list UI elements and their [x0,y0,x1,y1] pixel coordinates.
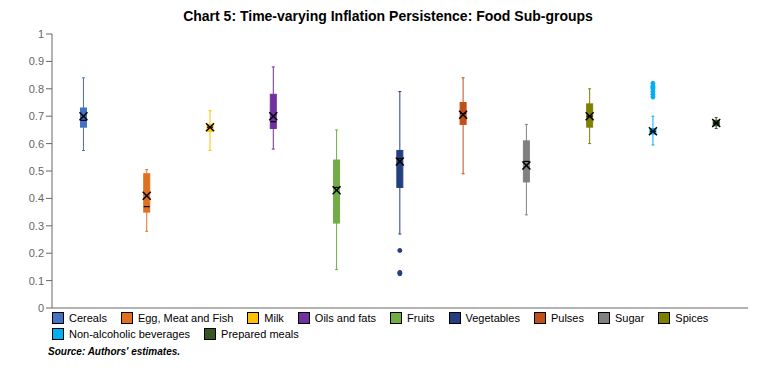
svg-text:0.3: 0.3 [29,220,44,232]
svg-text:0.1: 0.1 [29,275,44,287]
svg-text:0: 0 [38,302,44,314]
html-text:Prepared meals: Prepared meals [221,328,299,340]
html-text:Oils and fats: Oils and fats [314,312,376,324]
html-text:Spices: Spices [675,312,709,324]
html-text:Sugar: Sugar [615,312,645,324]
svg-text:0.6: 0.6 [29,138,44,150]
html-text:Milk: Milk [264,312,284,324]
html-text:Pulses: Pulses [550,312,584,324]
svg-text:0.5: 0.5 [29,165,44,177]
svg-text:0.9: 0.9 [29,55,44,67]
html-text:Fruits: Fruits [407,312,435,324]
html-text:Egg, Meat and Fish: Egg, Meat and Fish [137,312,234,324]
html-text:Non-alcoholic beverages: Non-alcoholic beverages [69,328,191,340]
html-text:Chart 5: Time-varying Inflatio: Chart 5: Time-varying Inflation Persiste… [183,8,593,24]
svg-text:0.2: 0.2 [29,247,44,259]
svg-text:0.4: 0.4 [29,192,44,204]
html-text:Cereals: Cereals [69,312,107,324]
html-text:Source: Authors' estimates.: Source: Authors' estimates. [48,346,180,357]
svg-text:0.8: 0.8 [29,83,44,95]
html-text:Vegetables: Vegetables [465,312,520,324]
svg-text:0.7: 0.7 [29,110,44,122]
svg-text:1: 1 [38,28,44,40]
